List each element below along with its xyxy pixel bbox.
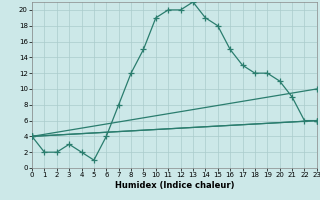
X-axis label: Humidex (Indice chaleur): Humidex (Indice chaleur) bbox=[115, 181, 234, 190]
